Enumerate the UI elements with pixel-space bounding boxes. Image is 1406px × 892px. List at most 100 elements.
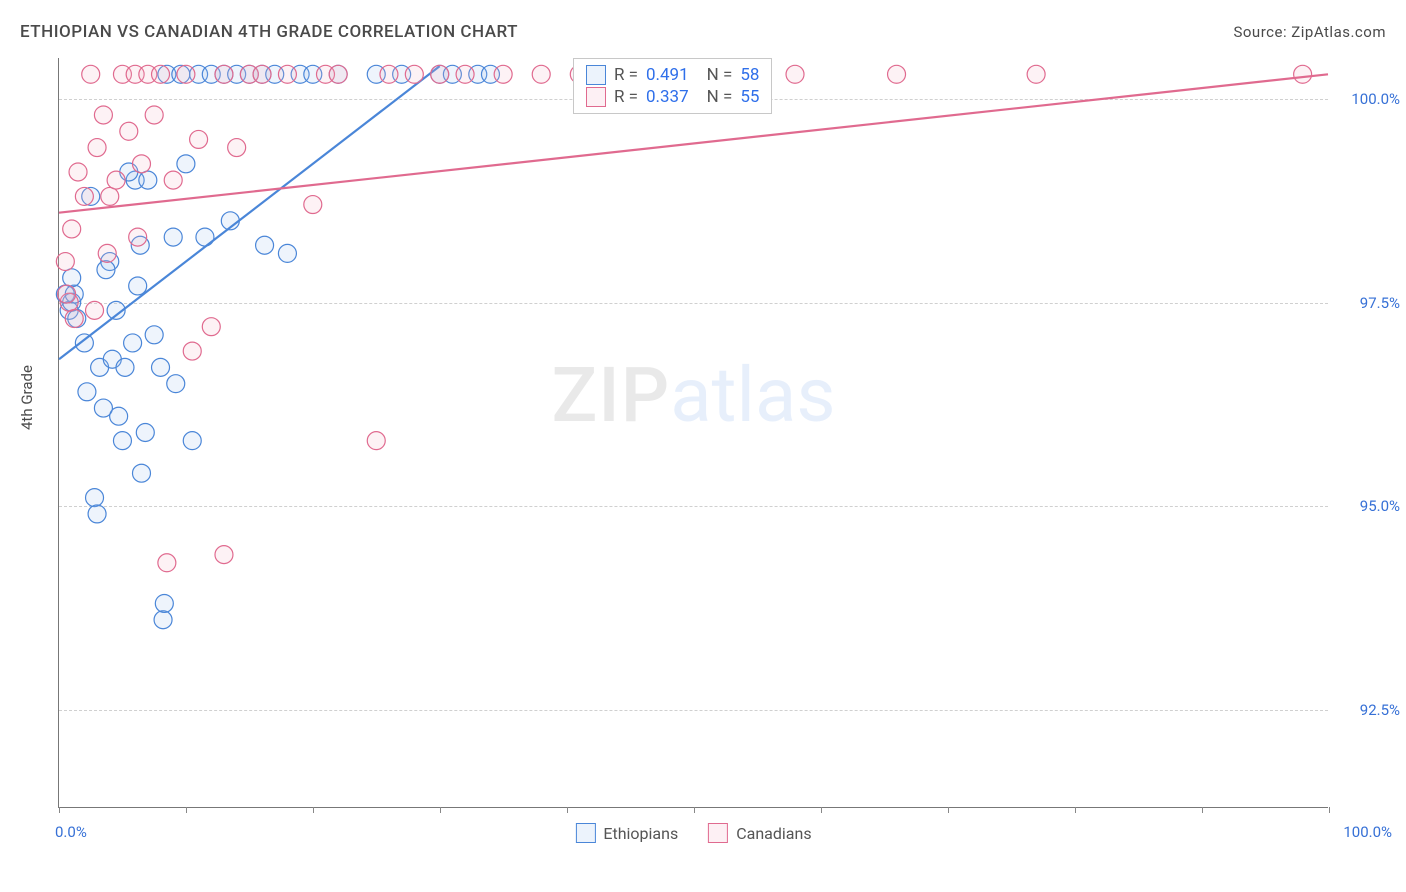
scatter-point	[124, 334, 142, 352]
scatter-point	[65, 285, 83, 303]
legend-item: Canadians	[708, 823, 811, 843]
scatter-point	[97, 261, 115, 279]
x-tick	[440, 807, 441, 813]
legend-swatch	[586, 65, 606, 85]
scatter-point	[240, 65, 258, 83]
scatter-point	[469, 65, 487, 83]
corr-legend-row: R = 0.337N = 55	[586, 87, 760, 107]
corr-n-label: N =	[707, 65, 733, 85]
scatter-point	[116, 358, 134, 376]
scatter-point	[304, 196, 322, 214]
plot-area: ZIPatlas 92.5%95.0%97.5%100.0% R = 0.491…	[58, 58, 1328, 808]
scatter-point	[75, 187, 93, 205]
scatter-point	[177, 65, 195, 83]
x-tick	[313, 807, 314, 813]
scatter-point	[145, 326, 163, 344]
scatter-point	[183, 342, 201, 360]
scatter-point	[107, 301, 125, 319]
scatter-point	[494, 65, 512, 83]
x-axis-max-label: 100.0%	[1343, 823, 1392, 841]
scatter-point	[256, 236, 274, 254]
scatter-svg	[59, 58, 1328, 807]
scatter-point	[532, 65, 550, 83]
scatter-point	[75, 334, 93, 352]
source-label: Source: ZipAtlas.com	[1233, 23, 1386, 41]
scatter-point	[101, 253, 119, 271]
scatter-point	[190, 130, 208, 148]
scatter-point	[266, 65, 284, 83]
scatter-point	[291, 65, 309, 83]
scatter-point	[202, 318, 220, 336]
y-axis-label: 4th Grade	[18, 365, 36, 430]
x-tick	[1202, 807, 1203, 813]
scatter-point	[68, 310, 86, 328]
scatter-point	[126, 65, 144, 83]
scatter-point	[60, 301, 78, 319]
scatter-point	[120, 163, 138, 181]
scatter-point	[136, 424, 154, 442]
y-tick-label: 100.0%	[1351, 90, 1400, 108]
scatter-point	[132, 464, 150, 482]
scatter-point	[110, 407, 128, 425]
scatter-point	[88, 505, 106, 523]
scatter-point	[56, 253, 74, 271]
gridline	[59, 303, 1328, 304]
scatter-point	[145, 106, 163, 124]
y-tick-label: 95.0%	[1360, 497, 1400, 515]
scatter-point	[94, 399, 112, 417]
watermark-atlas: atlas	[670, 350, 835, 440]
scatter-point	[154, 611, 172, 629]
scatter-point	[228, 139, 246, 157]
y-tick-label: 92.5%	[1360, 701, 1400, 719]
y-tick-label: 97.5%	[1360, 294, 1400, 312]
scatter-point	[131, 236, 149, 254]
corr-r-value: 0.337	[646, 87, 689, 107]
legend-label: Canadians	[736, 824, 811, 843]
legend-label: Ethiopians	[603, 824, 678, 843]
scatter-point	[126, 171, 144, 189]
corr-r-value: 0.491	[646, 65, 689, 85]
corr-n-value: 55	[740, 87, 759, 107]
scatter-point	[158, 554, 176, 572]
scatter-point	[202, 65, 220, 83]
scatter-point	[113, 65, 131, 83]
scatter-point	[56, 285, 74, 303]
scatter-point	[316, 65, 334, 83]
scatter-point	[278, 244, 296, 262]
scatter-point	[172, 65, 190, 83]
scatter-point	[82, 187, 100, 205]
scatter-point	[367, 432, 385, 450]
scatter-point	[393, 65, 411, 83]
watermark: ZIPatlas	[551, 350, 835, 440]
legend-item: Ethiopians	[575, 823, 678, 843]
scatter-point	[278, 65, 296, 83]
scatter-point	[152, 358, 170, 376]
scatter-point	[215, 65, 233, 83]
scatter-point	[132, 155, 150, 173]
scatter-point	[1027, 65, 1045, 83]
scatter-point	[107, 171, 125, 189]
scatter-point	[82, 65, 100, 83]
scatter-point	[69, 163, 87, 181]
watermark-zip: ZIP	[551, 350, 670, 440]
scatter-point	[253, 65, 271, 83]
scatter-point	[240, 65, 258, 83]
scatter-point	[155, 594, 173, 612]
scatter-point	[456, 65, 474, 83]
scatter-point	[443, 65, 461, 83]
x-tick	[948, 807, 949, 813]
gridline	[59, 506, 1328, 507]
scatter-point	[88, 139, 106, 157]
scatter-point	[196, 228, 214, 246]
scatter-point	[177, 155, 195, 173]
scatter-point	[253, 65, 271, 83]
x-tick	[567, 807, 568, 813]
legend-swatch	[708, 823, 728, 843]
x-tick	[821, 807, 822, 813]
scatter-point	[86, 301, 104, 319]
scatter-point	[228, 65, 246, 83]
scatter-point	[380, 65, 398, 83]
corr-n-label: N =	[707, 87, 733, 107]
scatter-point	[215, 546, 233, 564]
scatter-point	[139, 65, 157, 83]
